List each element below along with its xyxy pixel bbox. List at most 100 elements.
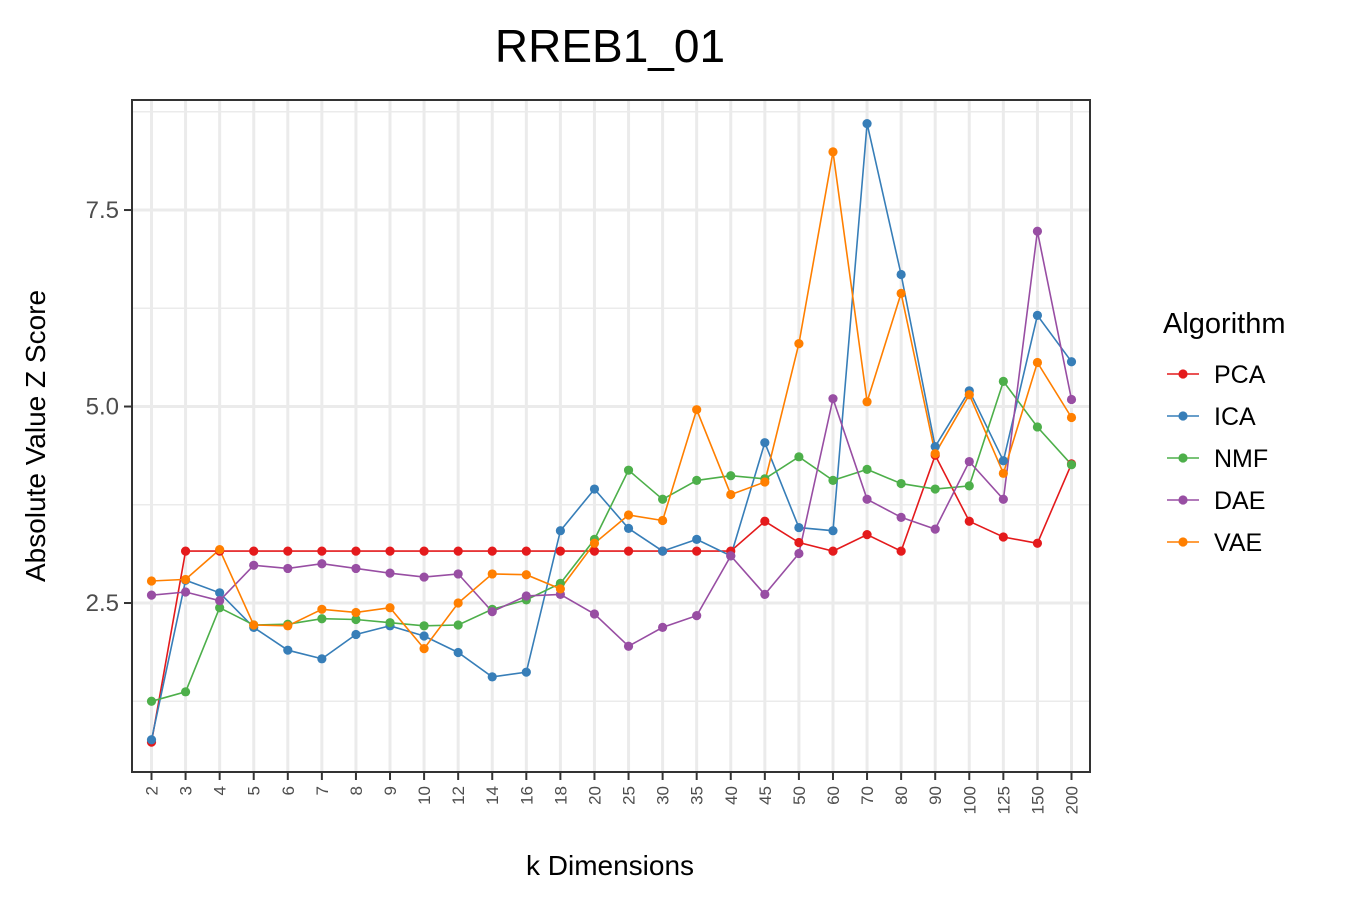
data-point-nmf — [828, 475, 838, 486]
x-tick-label: 14 — [483, 786, 502, 805]
x-axis: 2 3 4 5 6 7 8 9 10 12 14 16 18 20 25 30 35 40 45 50 60 70 80 90… — [143, 772, 1082, 814]
legend-item-pca: PCA — [1167, 361, 1266, 389]
legend-label: PCA — [1214, 361, 1266, 389]
data-point-nmf — [964, 481, 974, 491]
data-point-dae — [692, 610, 702, 621]
data-point-dae — [249, 560, 259, 570]
data-point-vae — [487, 569, 497, 579]
legend-items: PCA ICA NMF DAE VAE — [1167, 361, 1268, 557]
data-point-dae — [623, 641, 634, 651]
data-point-vae — [828, 147, 838, 157]
data-point-ica — [692, 534, 702, 544]
x-tick-label: 50 — [790, 786, 809, 805]
data-point-dae — [351, 563, 361, 574]
data-point-dae — [998, 494, 1008, 504]
plot-panel-border — [131, 99, 1091, 773]
data-point-dae — [487, 607, 497, 617]
series-line-pca — [150, 453, 1073, 743]
x-tick-label: 12 — [449, 786, 468, 805]
data-point-ica — [487, 672, 497, 682]
data-point-pca — [317, 546, 327, 556]
data-point-nmf — [930, 484, 940, 494]
data-point-nmf — [419, 621, 429, 631]
x-tick-label: 6 — [279, 786, 298, 795]
data-point-nmf — [1032, 422, 1043, 432]
data-point-nmf — [385, 618, 395, 628]
x-tick-label: 100 — [960, 786, 979, 814]
x-tick-label: 9 — [381, 786, 400, 795]
legend-key-point — [1178, 369, 1188, 379]
x-tick-label: 8 — [347, 786, 366, 795]
legend: Algorithm PCA ICA NMF DAE VAE — [1163, 308, 1286, 557]
data-point-vae — [453, 598, 463, 608]
data-point-pca — [760, 516, 770, 526]
data-point-nmf — [215, 603, 225, 613]
data-point-pca — [794, 537, 804, 548]
data-point-vae — [964, 390, 974, 400]
x-tick-label: 30 — [654, 786, 673, 805]
data-point-nmf — [794, 452, 804, 462]
data-point-pca — [385, 546, 395, 556]
data-point-ica — [1066, 357, 1077, 367]
data-point-dae — [862, 494, 872, 504]
x-tick-label: 25 — [620, 786, 639, 805]
series-line-ica — [150, 123, 1073, 740]
data-point-pca — [862, 530, 872, 540]
x-axis-title: k Dimensions — [526, 850, 694, 881]
data-point-pca — [692, 546, 702, 556]
data-point-ica — [998, 456, 1008, 466]
data-point-pca — [896, 546, 906, 556]
data-point-ica — [146, 735, 157, 745]
data-point-pca — [521, 546, 531, 556]
x-tick-label: 90 — [926, 786, 945, 805]
data-point-ica — [521, 667, 531, 677]
data-point-pca — [964, 516, 974, 526]
data-point-pca — [283, 546, 293, 556]
y-tick-label: 7.5 — [86, 197, 119, 224]
data-point-pca — [998, 532, 1008, 542]
data-point-vae — [146, 576, 157, 586]
data-point-ica — [760, 438, 770, 448]
data-point-dae — [385, 568, 395, 578]
data-point-dae — [1032, 226, 1043, 236]
data-point-nmf — [146, 696, 157, 706]
data-point-nmf — [658, 494, 668, 504]
legend-label: ICA — [1214, 403, 1256, 431]
data-point-nmf — [1066, 460, 1077, 470]
data-point-vae — [215, 544, 225, 555]
data-point-vae — [589, 538, 600, 548]
data-point-pca — [419, 546, 429, 556]
legend-item-ica: ICA — [1167, 403, 1256, 431]
data-point-dae — [1066, 394, 1077, 405]
x-tick-label: 45 — [756, 786, 775, 805]
legend-title: Algorithm — [1163, 308, 1286, 340]
series-points — [146, 118, 1077, 747]
data-point-nmf — [726, 471, 736, 481]
data-point-ica — [794, 522, 804, 533]
data-point-pca — [487, 546, 497, 556]
data-point-dae — [283, 563, 293, 574]
data-point-dae — [215, 596, 225, 606]
data-point-dae — [453, 569, 463, 579]
data-point-ica — [1032, 310, 1043, 320]
data-point-vae — [760, 477, 770, 487]
data-point-pca — [453, 546, 463, 556]
series-line-dae — [151, 231, 1073, 648]
data-point-dae — [930, 524, 940, 534]
legend-label: NMF — [1214, 445, 1268, 473]
data-point-vae — [998, 468, 1008, 478]
legend-item-dae: DAE — [1167, 487, 1265, 515]
data-point-pca — [249, 546, 259, 556]
x-tick-label: 150 — [1028, 786, 1047, 814]
data-point-vae — [283, 621, 293, 631]
x-tick-label: 70 — [858, 786, 877, 805]
x-tick-label: 10 — [415, 786, 434, 805]
x-tick-label: 80 — [892, 786, 911, 805]
data-point-vae — [623, 510, 634, 520]
data-point-nmf — [862, 464, 872, 475]
data-point-dae — [964, 456, 974, 467]
legend-item-vae: VAE — [1167, 529, 1262, 557]
data-point-dae — [828, 394, 838, 404]
data-point-nmf — [998, 376, 1008, 386]
x-tick-label: 200 — [1063, 786, 1082, 814]
